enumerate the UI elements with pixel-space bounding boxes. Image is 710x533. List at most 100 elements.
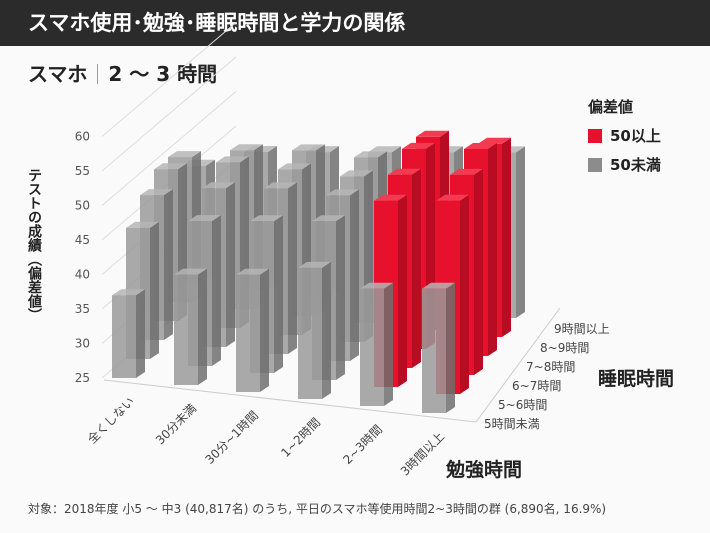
legend: 偏差値 50以上 50未満 xyxy=(588,96,661,175)
legend-label: 50以上 xyxy=(610,127,661,145)
bar-top xyxy=(126,221,159,228)
bar xyxy=(174,274,198,385)
bar-top xyxy=(326,189,359,196)
bar-top xyxy=(230,144,263,151)
bar xyxy=(112,295,136,378)
x-tick-label: 30分~1時間 xyxy=(202,408,261,467)
bar-top xyxy=(402,142,435,149)
bar-side xyxy=(136,289,145,378)
x-tick-label: 3時間以上 xyxy=(398,429,447,478)
bar-top xyxy=(422,282,455,289)
bar-top xyxy=(140,189,173,196)
bar-side xyxy=(164,189,173,340)
x-tick-label: 2~3時間 xyxy=(340,422,385,467)
subtitle: スマホ 2 ～ 3 時間 xyxy=(28,58,217,87)
y-tick-label: 60 xyxy=(75,130,90,144)
bar-side xyxy=(274,215,283,373)
divider xyxy=(97,64,99,84)
bar-side xyxy=(260,268,269,392)
legend-title: 偏差値 xyxy=(588,98,634,116)
z-axis-label: 睡眠時間 xyxy=(598,368,675,390)
bar-side xyxy=(322,261,331,399)
bar-side xyxy=(150,221,159,359)
bar xyxy=(236,274,260,392)
bar xyxy=(298,267,322,399)
bar-top xyxy=(202,182,235,189)
x-tick-label: 30分未満 xyxy=(153,401,199,447)
legend-item-above: 50以上 xyxy=(588,125,661,146)
bar-top xyxy=(278,163,311,170)
bar-top xyxy=(436,194,469,201)
bar-top xyxy=(154,163,187,170)
gridline xyxy=(101,56,237,172)
bar-side xyxy=(460,194,469,394)
bar-side xyxy=(446,282,455,413)
y-tick-label: 30 xyxy=(75,337,90,351)
bar-top xyxy=(112,289,145,296)
z-tick-label: 7~8時間 xyxy=(526,360,575,374)
x-tick-label: 1~2時間 xyxy=(278,415,323,460)
z-tick-label: 5~6時間 xyxy=(498,398,547,412)
bar-top xyxy=(298,261,331,268)
bar-top xyxy=(312,215,345,222)
bar-top xyxy=(188,215,221,222)
bar-top xyxy=(236,268,269,275)
bar-top xyxy=(340,170,373,177)
y-tick-label: 55 xyxy=(75,164,90,178)
bar xyxy=(422,288,446,413)
subtitle-right: 2 ～ 3 時間 xyxy=(108,62,218,86)
legend-item-below: 50未満 xyxy=(588,154,661,175)
bar-top xyxy=(388,168,421,175)
bar-side xyxy=(398,194,407,387)
x-tick-label: 全くしない xyxy=(84,394,137,447)
gridline xyxy=(101,91,237,206)
bar-top xyxy=(216,156,249,163)
x-axis-line xyxy=(103,379,477,423)
bar xyxy=(360,288,384,406)
bar-side xyxy=(226,182,235,347)
bar-side xyxy=(488,143,497,356)
bar-top xyxy=(250,215,283,222)
bar-side xyxy=(474,168,483,375)
bar-top xyxy=(174,268,207,275)
bar-top xyxy=(464,143,497,149)
bar-top xyxy=(168,151,201,158)
z-axis-line xyxy=(475,307,561,423)
bar-side xyxy=(198,268,207,385)
bar-side xyxy=(384,282,393,406)
x-axis-label: 勉強時間 xyxy=(446,459,523,481)
bar-top xyxy=(368,146,401,153)
page-title: スマホ使用･勉強･睡眠時間と学力の関係 xyxy=(0,0,710,46)
bar-top xyxy=(416,130,449,137)
z-tick-label: 6~7時間 xyxy=(512,379,561,393)
bar-top xyxy=(360,282,393,289)
z-tick-label: 8~9時間 xyxy=(540,341,589,355)
bar-side xyxy=(212,215,221,366)
bar-side xyxy=(502,137,511,337)
y-tick-label: 45 xyxy=(75,233,90,247)
bar-top xyxy=(374,194,407,201)
bar-top xyxy=(450,168,483,175)
legend-label: 50未満 xyxy=(610,156,661,174)
bar-side xyxy=(350,189,359,361)
y-tick-label: 50 xyxy=(75,199,90,213)
z-tick-label: 9時間以上 xyxy=(554,322,610,336)
y-tick-label: 35 xyxy=(75,302,90,316)
y-axis-label: テストの成績（偏差値） xyxy=(26,168,42,322)
footnote: 対象：2018年度 小5 ～ 中3 (40,817名) のうち, 平日のスマホ等… xyxy=(28,502,607,516)
legend-swatch-red xyxy=(588,128,602,143)
y-tick-label: 25 xyxy=(75,371,90,385)
bar-side xyxy=(516,146,525,318)
bar-top xyxy=(264,182,297,189)
gridline xyxy=(101,22,237,137)
subtitle-left: スマホ xyxy=(28,62,88,86)
y-tick-label: 40 xyxy=(75,268,90,282)
bar-top xyxy=(478,137,511,144)
bar-side xyxy=(288,182,297,354)
z-tick-label: 5時間未満 xyxy=(484,417,540,431)
legend-swatch-gray xyxy=(588,157,602,172)
bar-side xyxy=(336,215,345,380)
bar-top xyxy=(292,144,325,151)
bar-top xyxy=(354,151,387,158)
